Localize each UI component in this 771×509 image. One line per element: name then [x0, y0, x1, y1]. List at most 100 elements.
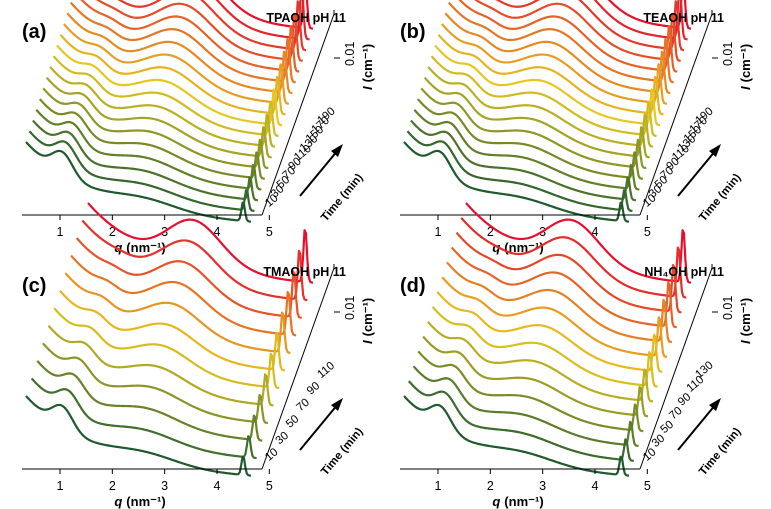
- series-line-12: [455, 231, 682, 314]
- series-line-12: [441, 23, 667, 105]
- series-line-14: [465, 202, 692, 284]
- y-axis-unit: (cm⁻¹): [360, 44, 375, 83]
- time-tick-label: 90: [305, 380, 323, 397]
- series-line-10: [434, 44, 661, 127]
- series-line-9: [441, 276, 668, 358]
- y-axis-symbol: I: [360, 340, 375, 344]
- series-line-5: [38, 98, 265, 180]
- series-line-3: [36, 360, 263, 442]
- y-axis-unit: (cm⁻¹): [738, 44, 753, 83]
- series-line-10: [56, 44, 283, 127]
- panel-title: TPAOH pH 11: [266, 11, 346, 25]
- series-line-2: [28, 130, 255, 213]
- y-axis-label: I (cm⁻¹): [360, 298, 375, 344]
- x-axis-label: q (nm⁻¹): [114, 240, 165, 255]
- series-line-16: [96, 0, 303, 62]
- series-line-6: [53, 307, 280, 390]
- time-arrow-line: [299, 403, 339, 451]
- series-line-8: [427, 66, 654, 148]
- series-line-1: [403, 141, 630, 223]
- x-tick-label: 5: [266, 225, 273, 239]
- panel-1: 1 2 3 4 5q (nm⁻¹)1030507090110130150170190Tim…: [22, 0, 375, 255]
- time-arrow-line: [677, 149, 717, 197]
- series-line-3: [410, 119, 636, 202]
- time-arrow-head: [709, 398, 721, 411]
- time-tick-label: 30: [274, 430, 292, 447]
- panel-label: (d): [400, 275, 426, 297]
- x-tick-label: 4: [214, 225, 221, 239]
- x-tick-label: 1: [57, 225, 64, 239]
- series-line-17: [117, 0, 307, 52]
- time-axis: [639, 267, 713, 470]
- x-tick-label: 5: [266, 479, 273, 493]
- time-arrow-line: [677, 403, 717, 451]
- time-axis: [261, 267, 335, 470]
- series-line-15: [80, 0, 300, 73]
- x-tick-label: 2: [109, 479, 116, 493]
- y-tick-label: 0.01: [721, 42, 735, 66]
- x-tick-label: 1: [57, 479, 64, 493]
- series-line-6: [427, 320, 653, 403]
- series-line-7: [431, 306, 658, 388]
- y-axis-unit: (cm⁻¹): [360, 298, 375, 337]
- series-line-5: [416, 98, 643, 180]
- series-line-13: [66, 12, 293, 95]
- series-line-16: [474, 0, 681, 62]
- time-axis-label: Time (min): [319, 172, 366, 224]
- y-axis-label: I (cm⁻¹): [738, 298, 753, 344]
- y-tick-label: 0.01: [721, 296, 735, 320]
- series-line-4: [417, 350, 644, 433]
- series-line-2: [407, 380, 634, 462]
- series-line-4: [35, 109, 262, 191]
- x-tick-label: 5: [644, 479, 651, 493]
- series-line-3: [412, 365, 639, 448]
- x-axis-label: q (nm⁻¹): [492, 494, 543, 509]
- x-axis-symbol: q: [492, 494, 500, 509]
- panel-title: TEAOH pH 11: [643, 11, 724, 25]
- x-tick-label: 4: [592, 225, 599, 239]
- series-line-10: [446, 261, 673, 344]
- x-tick-label: 2: [487, 479, 494, 493]
- x-tick-label: 4: [214, 479, 221, 493]
- y-axis-label: I (cm⁻¹): [738, 44, 753, 90]
- series-line-13: [444, 12, 671, 95]
- series-line-3: [32, 119, 258, 202]
- series-line-7: [423, 76, 650, 159]
- x-axis-symbol: q: [114, 240, 122, 255]
- series-line-10: [75, 237, 302, 319]
- x-tick-label: 2: [109, 225, 116, 239]
- time-tick-label: 50: [284, 413, 302, 430]
- series-line-11: [81, 219, 308, 302]
- time-axis: [639, 13, 713, 216]
- series-line-2: [406, 130, 633, 213]
- series-line-2: [30, 377, 257, 460]
- y-axis-label: I (cm⁻¹): [360, 44, 375, 90]
- panel-label: (a): [22, 21, 46, 43]
- y-tick-label: 0.01: [343, 296, 357, 320]
- time-tick-label: 70: [294, 397, 312, 414]
- panel-label: (b): [400, 21, 426, 43]
- series-line-19: [607, 0, 692, 30]
- series-line-14: [69, 1, 296, 84]
- time-axis-label: Time (min): [697, 172, 744, 224]
- series-line-11: [437, 33, 664, 116]
- series-line-8: [436, 291, 663, 373]
- series-line-11: [450, 246, 677, 329]
- series-line-6: [42, 87, 269, 170]
- series-line-19: [229, 0, 314, 30]
- x-tick-label: 2: [487, 225, 494, 239]
- x-axis-unit: (nm⁻¹): [126, 494, 165, 509]
- panel-title: NH₄OH pH 11: [644, 265, 724, 279]
- series-line-18: [215, 0, 310, 41]
- series-line-5: [422, 335, 649, 418]
- x-tick-label: 5: [644, 225, 651, 239]
- time-tick-label: 110: [315, 360, 337, 381]
- panel-title: TMAOH pH 11: [263, 265, 346, 279]
- series-line-11: [59, 33, 286, 116]
- series-line-12: [63, 23, 289, 105]
- series-line-17: [495, 0, 685, 52]
- series-line-8: [49, 66, 276, 148]
